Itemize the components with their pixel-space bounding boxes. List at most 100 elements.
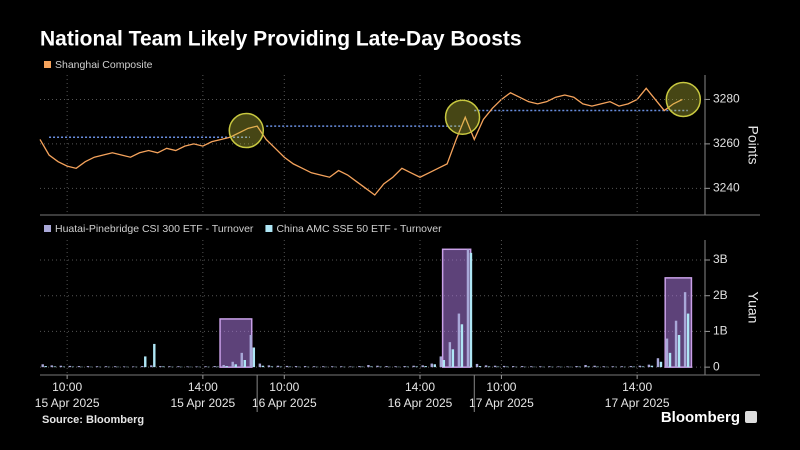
x-tick-label: 10:00 bbox=[269, 380, 299, 394]
highlight-box bbox=[441, 248, 472, 368]
turnover-bar bbox=[234, 364, 237, 368]
turnover-bar bbox=[303, 366, 307, 368]
y-tick-label: 3260 bbox=[713, 136, 740, 150]
turnover-bar bbox=[385, 366, 388, 368]
turnover-bar bbox=[557, 366, 560, 368]
turnover-bar bbox=[367, 365, 370, 368]
turnover-bar bbox=[204, 366, 207, 368]
y-axis-label: Yuan bbox=[745, 292, 761, 324]
turnover-bar bbox=[113, 366, 117, 368]
turnover-bar bbox=[141, 366, 144, 368]
turnover-bar bbox=[267, 365, 271, 368]
price-line bbox=[39, 87, 683, 196]
highlight-circle bbox=[228, 112, 265, 149]
brand: Bloomberg bbox=[661, 409, 740, 426]
turnover-bar bbox=[159, 366, 162, 368]
turnover-bar bbox=[68, 365, 72, 368]
turnover-bar bbox=[216, 366, 219, 368]
turnover-bar bbox=[659, 361, 663, 368]
turnover-bar bbox=[493, 365, 497, 368]
brand-icon bbox=[745, 411, 757, 423]
turnover-bar bbox=[451, 349, 455, 368]
turnover-bar bbox=[153, 343, 156, 368]
turnover-bar bbox=[433, 364, 436, 368]
y-tick-label: 3B bbox=[713, 252, 728, 266]
y-axis-label: Points bbox=[745, 126, 761, 165]
turnover-bar bbox=[566, 366, 569, 368]
turnover-bar bbox=[104, 366, 108, 368]
turnover-bar bbox=[222, 365, 225, 368]
legend-swatch bbox=[265, 225, 273, 232]
chart-title: National Team Likely Providing Late-Day … bbox=[40, 28, 522, 51]
turnover-bar bbox=[424, 366, 427, 368]
turnover-bar bbox=[150, 365, 153, 368]
y-tick-label: 1B bbox=[713, 324, 728, 338]
turnover-bar bbox=[44, 366, 47, 368]
highlight-circle bbox=[444, 99, 481, 135]
turnover-bar bbox=[62, 366, 66, 368]
turnover-bar bbox=[475, 363, 479, 368]
x-tick-label: 10:00 bbox=[52, 380, 82, 394]
x-tick-date: 17 Apr 2025 bbox=[469, 396, 534, 410]
turnover-bar bbox=[638, 365, 642, 368]
x-tick-label: 14:00 bbox=[622, 380, 652, 394]
turnover-bar bbox=[59, 365, 63, 368]
turnover-bar bbox=[505, 366, 509, 368]
x-tick-label: 10:00 bbox=[486, 380, 516, 394]
turnover-bar bbox=[294, 366, 298, 368]
source: Source: Bloomberg bbox=[42, 414, 144, 426]
highlight-circle bbox=[665, 81, 702, 118]
turnover-bar bbox=[539, 366, 542, 368]
turnover-bar bbox=[548, 366, 551, 368]
turnover-bar bbox=[240, 352, 243, 368]
turnover-bar bbox=[602, 366, 605, 368]
turnover-bar bbox=[358, 366, 361, 368]
turnover-bar bbox=[144, 356, 147, 368]
turnover-bar bbox=[502, 365, 506, 368]
turnover-bar bbox=[412, 365, 415, 368]
turnover-bar bbox=[261, 365, 265, 368]
turnover-bar bbox=[331, 366, 334, 368]
turnover-bar bbox=[632, 366, 636, 368]
turnover-bar bbox=[370, 366, 373, 368]
turnover-bar bbox=[41, 364, 44, 368]
turnover-bar bbox=[71, 366, 75, 368]
turnover-bar bbox=[584, 365, 587, 368]
x-tick-date: 15 Apr 2025 bbox=[35, 396, 100, 410]
turnover-bar bbox=[611, 366, 614, 368]
turnover-bar bbox=[457, 313, 461, 368]
turnover-bar bbox=[466, 249, 470, 368]
y-tick-label: 0 bbox=[713, 359, 720, 373]
turnover-bar bbox=[376, 365, 379, 368]
turnover-bar bbox=[340, 366, 343, 368]
turnover-bar bbox=[641, 366, 645, 368]
turnover-bar bbox=[162, 366, 165, 368]
turnover-bar bbox=[349, 366, 352, 368]
turnover-bar bbox=[448, 342, 452, 368]
turnover-bar bbox=[95, 366, 99, 368]
turnover-bar bbox=[686, 313, 690, 368]
turnover-bar bbox=[86, 366, 90, 368]
legend-swatch bbox=[44, 225, 51, 232]
turnover-bar bbox=[683, 292, 687, 368]
turnover-bar bbox=[213, 366, 216, 368]
turnover-bar bbox=[665, 338, 669, 368]
turnover-bar bbox=[668, 352, 672, 368]
turnover-bar bbox=[587, 366, 590, 368]
turnover-bar bbox=[270, 366, 274, 368]
turnover-bar bbox=[521, 366, 524, 368]
turnover-bar bbox=[53, 366, 56, 368]
turnover-bar bbox=[656, 358, 660, 368]
turnover-bar bbox=[403, 366, 406, 368]
turnover-bar bbox=[460, 324, 464, 368]
turnover-bar bbox=[530, 366, 533, 368]
turnover-bar bbox=[406, 366, 409, 368]
turnover-bar bbox=[677, 335, 681, 368]
legend-label: Huatai-Pinebridge CSI 300 ETF - Turnover bbox=[55, 223, 254, 235]
turnover-bar bbox=[478, 366, 482, 368]
x-tick-label: 14:00 bbox=[188, 380, 218, 394]
turnover-bar bbox=[243, 360, 246, 368]
turnover-bar bbox=[177, 366, 180, 368]
turnover-bar bbox=[394, 366, 397, 368]
